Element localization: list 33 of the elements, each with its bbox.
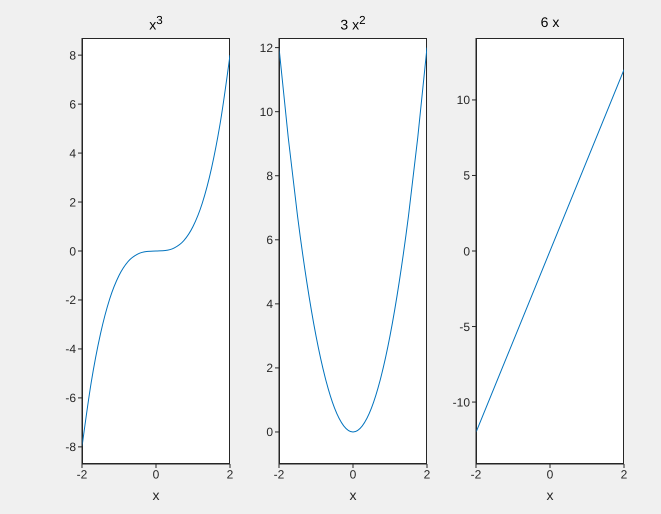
x-tick-label: 0 — [546, 468, 554, 482]
x-tick-label: 2 — [620, 468, 628, 482]
x-tick-label: 0 — [152, 468, 160, 482]
y-tick-label: 0 — [266, 425, 274, 440]
y-tick-label: 2 — [69, 195, 76, 210]
chart-title: x$^{3}$ — [148, 14, 164, 33]
y-tick-label: -6 — [65, 391, 76, 406]
x-tick-label: 2 — [226, 468, 234, 482]
y-tick-label: 4 — [69, 146, 76, 160]
y-tick-label: 8 — [69, 48, 76, 62]
y-tick-label: -2 — [65, 293, 76, 308]
y-tick-label: 0 — [69, 244, 76, 258]
x-tick-label: 0 — [350, 468, 357, 482]
y-tick-label: 8 — [266, 168, 274, 183]
x-axis-title: x — [152, 486, 160, 503]
y-tick-label: -10 — [452, 395, 470, 410]
y-tick-label: 2 — [266, 361, 274, 376]
y-tick-label: 10 — [456, 93, 470, 108]
y-tick-label: 6 — [69, 97, 76, 112]
chart-title: 3 x$^{2}$ — [339, 14, 367, 33]
x-tick-label: 2 — [424, 468, 431, 482]
y-tick-label: 12 — [260, 40, 274, 55]
chart-title: 6 x — [540, 14, 560, 30]
y-tick-label: 0 — [463, 244, 470, 258]
y-tick-label: 10 — [260, 104, 274, 119]
y-tick-label: 4 — [266, 297, 274, 312]
x-axis-title: x — [350, 486, 356, 503]
y-tick-label: 5 — [463, 168, 470, 183]
x-axis-title: x — [546, 486, 554, 503]
y-tick-label: -5 — [459, 320, 470, 334]
y-tick-label: -8 — [65, 440, 76, 454]
y-tick-label: 6 — [266, 233, 274, 248]
y-tick-label: -4 — [65, 342, 76, 356]
